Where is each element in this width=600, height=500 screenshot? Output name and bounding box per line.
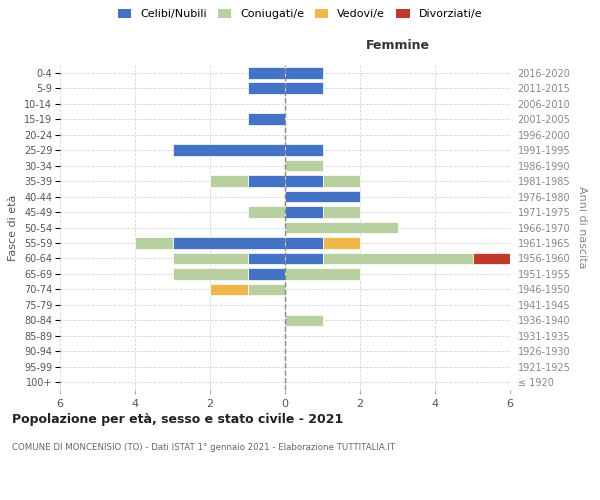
Text: Popolazione per età, sesso e stato civile - 2021: Popolazione per età, sesso e stato civil… bbox=[12, 412, 343, 426]
Bar bbox=[173, 252, 248, 264]
Bar bbox=[285, 144, 323, 156]
Bar bbox=[173, 144, 285, 156]
Text: Femmine: Femmine bbox=[365, 39, 430, 52]
Bar bbox=[285, 160, 323, 172]
Text: COMUNE DI MONCENISIO (TO) - Dati ISTAT 1° gennaio 2021 - Elaborazione TUTTITALIA: COMUNE DI MONCENISIO (TO) - Dati ISTAT 1… bbox=[12, 442, 395, 452]
Legend: Celibi/Nubili, Coniugati/e, Vedovi/e, Divorziati/e: Celibi/Nubili, Coniugati/e, Vedovi/e, Di… bbox=[115, 6, 485, 22]
Bar bbox=[248, 82, 285, 94]
Bar bbox=[285, 314, 323, 326]
Y-axis label: Fasce di età: Fasce di età bbox=[8, 194, 19, 260]
Bar bbox=[248, 67, 285, 78]
Bar bbox=[135, 237, 173, 249]
Bar bbox=[323, 237, 360, 249]
Bar bbox=[285, 82, 323, 94]
Bar bbox=[210, 176, 248, 187]
Bar bbox=[285, 176, 323, 187]
Bar bbox=[248, 252, 285, 264]
Bar bbox=[323, 176, 360, 187]
Bar bbox=[285, 206, 323, 218]
Bar bbox=[173, 268, 248, 280]
Bar bbox=[248, 176, 285, 187]
Bar bbox=[323, 252, 473, 264]
Y-axis label: Anni di nascita: Anni di nascita bbox=[577, 186, 587, 269]
Bar bbox=[210, 284, 248, 295]
Bar bbox=[173, 237, 285, 249]
Bar bbox=[248, 284, 285, 295]
Bar bbox=[473, 252, 510, 264]
Bar bbox=[323, 206, 360, 218]
Bar bbox=[248, 114, 285, 125]
Bar bbox=[285, 190, 360, 202]
Bar bbox=[285, 67, 323, 78]
Bar bbox=[248, 268, 285, 280]
Bar bbox=[285, 222, 398, 234]
Bar bbox=[285, 252, 323, 264]
Bar bbox=[285, 268, 360, 280]
Bar bbox=[285, 237, 323, 249]
Bar bbox=[248, 206, 285, 218]
